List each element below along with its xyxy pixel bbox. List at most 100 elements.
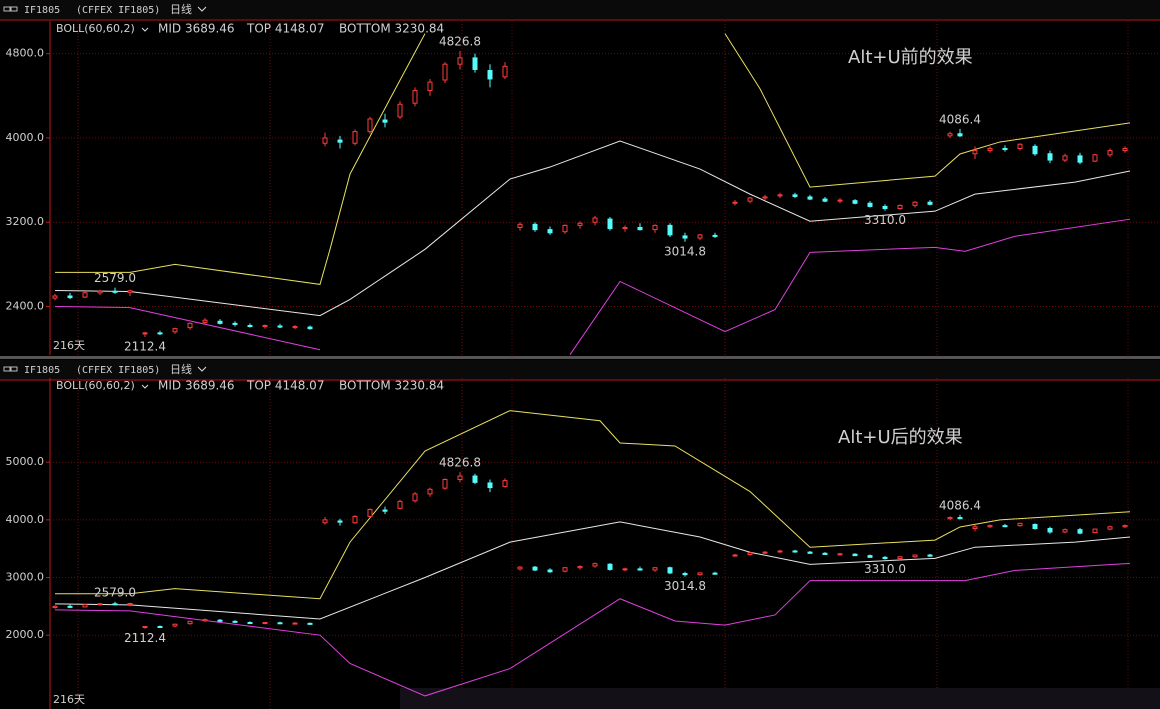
candle-body (157, 626, 163, 629)
candle-body (807, 196, 813, 200)
dropdown-chevron (197, 6, 207, 12)
candle-body (912, 554, 918, 558)
candle-body (652, 567, 658, 571)
exchange: (CFFEX IF1805) (76, 365, 160, 376)
y-tick-label: 4000.0 (6, 131, 45, 144)
indicator-name[interactable]: BOLL(60,60,2) (56, 379, 135, 392)
candle-body (607, 218, 613, 230)
candle-body (712, 572, 718, 575)
candle-body (97, 603, 103, 606)
candle-body (957, 517, 963, 520)
y-tick-label: 5000.0 (6, 455, 45, 468)
candle-body (112, 603, 118, 606)
candle-body (427, 81, 433, 92)
candle-body (1077, 529, 1083, 534)
candle-body (987, 147, 993, 152)
mid-value: MID 3689.46 (158, 379, 235, 393)
header-bar (0, 360, 1160, 379)
candle-body (397, 500, 403, 509)
candle-body (457, 475, 463, 480)
mid-value: MID 3689.46 (158, 22, 235, 36)
candle-body (382, 509, 388, 512)
candle-body (547, 229, 553, 234)
dropdown-chevron (197, 366, 207, 372)
top-value: TOP 4148.07 (246, 22, 324, 36)
extreme-label: 3014.8 (664, 579, 706, 593)
candle-body (202, 319, 208, 323)
candle-body (732, 554, 738, 557)
candle-body (292, 622, 298, 625)
candle-body (1047, 153, 1053, 161)
candle-body (897, 204, 903, 210)
boll-line (54, 521, 1131, 620)
candle-body (247, 622, 253, 625)
candle-body (97, 290, 103, 294)
extreme-label: 3310.0 (864, 562, 906, 576)
header-icon (3, 6, 11, 12)
candle-body (367, 118, 373, 133)
candle-body (927, 554, 933, 557)
candle-body (732, 201, 738, 204)
candle-body (777, 194, 783, 197)
candle-body (172, 623, 178, 627)
candle-body (1077, 155, 1083, 163)
candle-body (867, 555, 873, 558)
candle-body (947, 517, 953, 520)
candle-body (897, 556, 903, 559)
candle-body (427, 488, 433, 495)
candle-body (682, 235, 688, 239)
candle-body (837, 553, 843, 556)
candle-body (972, 150, 978, 155)
period[interactable]: 日线 (170, 362, 192, 376)
extreme-label: 4826.8 (439, 34, 481, 48)
candle-body (412, 493, 418, 502)
symbol: IF1805 (24, 365, 60, 376)
candle-body (472, 475, 478, 483)
extreme-label: 3310.0 (864, 213, 906, 227)
symbol: IF1805 (24, 5, 60, 16)
note: Alt+U后的效果 (838, 427, 963, 448)
candle-body (187, 620, 193, 625)
candle-body (352, 131, 358, 144)
candle-body (697, 234, 703, 239)
extreme-label: 2579.0 (94, 271, 136, 285)
days-label: 216天 (53, 693, 85, 706)
candle-body (397, 103, 403, 118)
candle-body (217, 320, 223, 324)
candle-body (517, 223, 523, 229)
candle-body (52, 605, 58, 609)
candle-body (607, 563, 613, 570)
y-tick-label: 3000.0 (6, 571, 45, 584)
bottom-value: BOTTOM 3230.84 (339, 379, 444, 393)
y-tick-label: 2000.0 (6, 628, 45, 641)
boll-line (55, 410, 1131, 600)
candle-body (867, 202, 873, 207)
candle-body (592, 563, 598, 567)
candle-body (577, 566, 583, 569)
candle-body (277, 325, 283, 328)
candle-body (457, 57, 463, 65)
candle-body (957, 133, 963, 137)
candle-body (1122, 147, 1128, 152)
candle-body (972, 526, 978, 530)
candle-body (442, 478, 448, 489)
candle-body (352, 515, 358, 524)
dropdown-chevron (141, 384, 149, 389)
candle-body (157, 332, 163, 335)
indicator-name[interactable]: BOLL(60,60,2) (56, 22, 135, 35)
candle-body (337, 520, 343, 523)
candle-body (472, 57, 478, 70)
candle-body (142, 626, 148, 629)
candle-body (307, 326, 313, 330)
period[interactable]: 日线 (170, 2, 192, 16)
candle-body (232, 620, 238, 623)
extreme-label: 4086.4 (939, 112, 981, 126)
candle-body (517, 566, 523, 570)
candle-body (217, 619, 223, 622)
y-tick-label: 3200.0 (6, 215, 45, 228)
candle-body (762, 551, 768, 554)
candle-body (882, 205, 888, 210)
note: Alt+U前的效果 (848, 47, 973, 68)
boll-line (54, 140, 1131, 317)
